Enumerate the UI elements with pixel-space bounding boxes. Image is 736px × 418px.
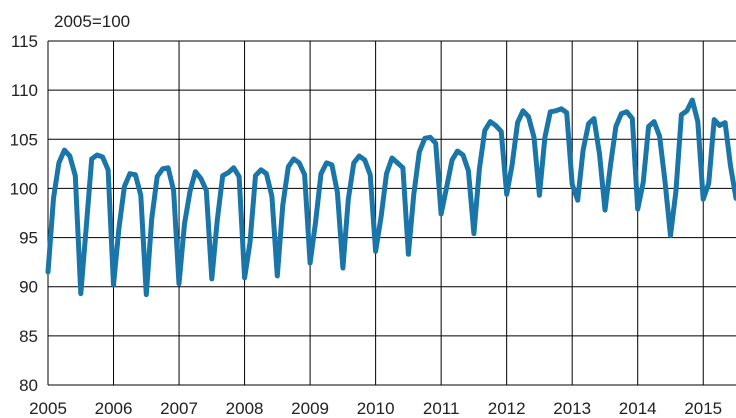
series-line	[45, 97, 736, 298]
x-tick-label: 2006	[95, 399, 133, 418]
x-tick-label: 2013	[553, 399, 591, 418]
y-tick-label: 100	[10, 179, 38, 198]
y-tick-label: 90	[19, 278, 38, 297]
y-tick-label: 115	[11, 32, 38, 51]
y-tick-label: 110	[11, 81, 38, 100]
x-tick-label: 2011	[423, 399, 460, 418]
x-tick-label: 2005	[29, 399, 67, 418]
y-axis-ticks: 80 85 90 95 100 105 110 115	[10, 32, 38, 395]
grid	[47, 40, 736, 386]
series-layer	[45, 97, 736, 298]
x-tick-label: 2012	[488, 399, 526, 418]
unit-label: 2005=100	[54, 12, 130, 31]
x-tick-label: 2009	[291, 399, 329, 418]
x-tick-label: 2007	[160, 399, 198, 418]
y-tick-label: 95	[19, 229, 38, 248]
x-tick-label: 2008	[226, 399, 264, 418]
x-tick-label: 2015	[684, 399, 722, 418]
y-tick-label: 85	[19, 327, 38, 346]
x-tick-label: 2014	[619, 399, 657, 418]
y-tick-label: 80	[19, 376, 38, 395]
x-tick-label: 2010	[357, 399, 395, 418]
y-tick-label: 105	[10, 130, 38, 149]
x-axis-ticks: 2005 2006 2007 2008 2009 2010 2011 2012 2013 2014…	[29, 399, 722, 418]
